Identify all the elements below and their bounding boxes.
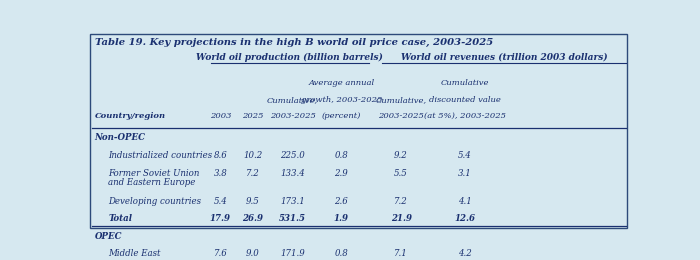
Text: 2003: 2003 [210, 112, 231, 120]
Text: (at 5%), 2003-2025: (at 5%), 2003-2025 [424, 112, 505, 120]
Text: OPEC: OPEC [94, 232, 122, 241]
Text: Industrialized countries: Industrialized countries [108, 151, 212, 160]
Text: 7.2: 7.2 [394, 197, 408, 206]
Text: 3.1: 3.1 [458, 169, 471, 178]
Text: Total: Total [108, 214, 132, 223]
Text: 5.4: 5.4 [214, 197, 228, 206]
Text: 17.9: 17.9 [210, 214, 231, 223]
Text: 225.0: 225.0 [280, 151, 305, 160]
FancyBboxPatch shape [90, 34, 627, 228]
Text: Table 19. Key projections in the high B world oil price case, 2003-2025: Table 19. Key projections in the high B … [94, 38, 493, 47]
Text: 21.9: 21.9 [391, 214, 412, 223]
Text: 8.6: 8.6 [214, 151, 228, 160]
Text: 2025: 2025 [242, 112, 264, 120]
Text: 2003-2025: 2003-2025 [270, 112, 316, 120]
Text: Cumulative: Cumulative [440, 79, 489, 87]
Text: 171.9: 171.9 [280, 249, 305, 258]
Text: 5.5: 5.5 [394, 169, 408, 178]
Text: (percent): (percent) [322, 112, 361, 120]
Text: 9.5: 9.5 [246, 197, 260, 206]
Text: 3.8: 3.8 [214, 169, 228, 178]
Text: 5.4: 5.4 [458, 151, 471, 160]
Text: Former Soviet Union: Former Soviet Union [108, 168, 200, 178]
Text: Non-OPEC: Non-OPEC [94, 133, 146, 142]
Text: 0.8: 0.8 [335, 151, 349, 160]
Text: discounted value: discounted value [428, 96, 500, 104]
Text: Cumulative,: Cumulative, [375, 96, 426, 104]
Text: 4.1: 4.1 [458, 197, 471, 206]
Text: Cumulative,: Cumulative, [267, 96, 318, 104]
Text: 173.1: 173.1 [280, 197, 305, 206]
Text: 2.9: 2.9 [335, 169, 349, 178]
Text: 9.0: 9.0 [246, 249, 260, 258]
Text: 7.1: 7.1 [394, 249, 408, 258]
Text: Average annual: Average annual [308, 79, 374, 87]
Text: Developing countries: Developing countries [108, 197, 201, 206]
Text: growth, 2003-2025: growth, 2003-2025 [301, 96, 382, 104]
Text: Middle East: Middle East [108, 249, 160, 258]
Text: 2.6: 2.6 [335, 197, 349, 206]
Text: 7.2: 7.2 [246, 169, 260, 178]
Text: 0.8: 0.8 [335, 249, 349, 258]
Text: 10.2: 10.2 [244, 151, 262, 160]
Text: 7.6: 7.6 [214, 249, 228, 258]
Text: World oil revenues (trillion 2003 dollars): World oil revenues (trillion 2003 dollar… [401, 53, 608, 62]
Text: 12.6: 12.6 [454, 214, 475, 223]
Text: 26.9: 26.9 [242, 214, 263, 223]
Text: Country/region: Country/region [94, 112, 166, 120]
Text: 4.2: 4.2 [458, 249, 471, 258]
Text: 133.4: 133.4 [280, 169, 305, 178]
Text: World oil production (billion barrels): World oil production (billion barrels) [197, 53, 384, 62]
Text: 2003-2025: 2003-2025 [378, 112, 424, 120]
Text: 9.2: 9.2 [394, 151, 408, 160]
Text: 531.5: 531.5 [279, 214, 306, 223]
Text: 1.9: 1.9 [334, 214, 349, 223]
Text: and Eastern Europe: and Eastern Europe [108, 178, 195, 187]
